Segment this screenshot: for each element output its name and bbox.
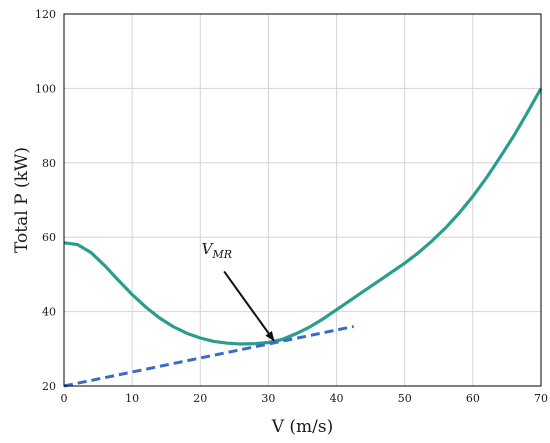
y-tick-label: 100 — [35, 82, 56, 95]
series-layer — [63, 87, 543, 388]
x-tick-label: 30 — [261, 392, 275, 405]
x-tick-label: 0 — [61, 392, 68, 405]
y-tick-label: 80 — [42, 157, 56, 170]
x-tick-label: 60 — [466, 392, 480, 405]
x-axis-label: V (m/s) — [271, 417, 334, 437]
annotation: VMR — [202, 240, 275, 342]
tick-labels: 0 10 20 30 40 50 60 70 20 40 60 80 100 120 — [35, 8, 548, 405]
y-axis-label: Total P (kW) — [12, 147, 32, 253]
x-tick-label: 20 — [193, 392, 207, 405]
y-tick-label: 120 — [35, 8, 56, 21]
x-tick-label: 10 — [125, 392, 139, 405]
x-tick-label: 70 — [534, 392, 548, 405]
y-tick-label: 40 — [42, 306, 56, 319]
y-tick-label: 60 — [42, 231, 56, 244]
y-tick-label: 20 — [42, 380, 56, 393]
x-tick-label: 50 — [398, 392, 412, 405]
power-curve — [63, 87, 543, 346]
annotation-label: VMR — [202, 240, 232, 261]
annotation-arrow — [223, 270, 275, 342]
plot-frame — [63, 13, 542, 387]
tangent-line — [63, 325, 354, 388]
x-tick-label: 40 — [330, 392, 344, 405]
